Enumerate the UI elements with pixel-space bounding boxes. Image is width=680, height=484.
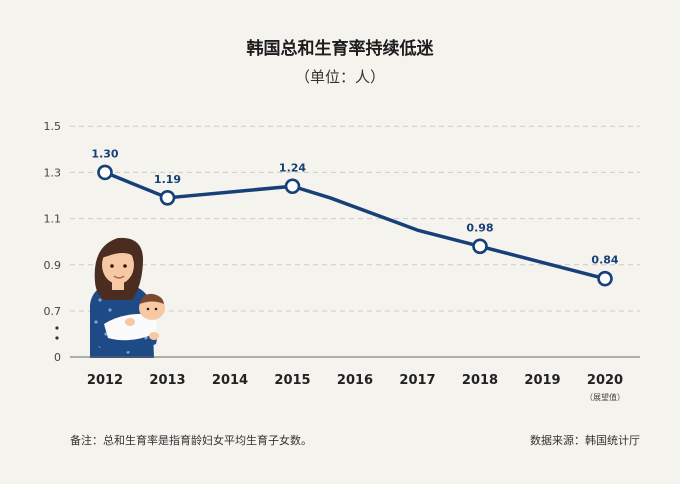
- chart-subtitle: （单位：人）: [294, 68, 385, 86]
- data-label: 0.98: [466, 221, 493, 234]
- data-point: [159, 190, 176, 206]
- y-tick-label: 1.3: [44, 166, 62, 179]
- y-tick-label: 0.7: [44, 305, 62, 318]
- footnote: 备注：总和生育率是指育龄妇女平均生育子女数。: [70, 434, 312, 447]
- axis-break-dot: [55, 326, 59, 330]
- data-point: [284, 178, 301, 195]
- series-line: [103, 170, 607, 281]
- data-point: [97, 164, 113, 181]
- data-point-markers: [97, 164, 613, 287]
- x-tick-label: 2017: [399, 373, 435, 388]
- mother-baby-illustration: [90, 237, 165, 358]
- x-tick-label: 2015: [274, 373, 310, 388]
- x-tick-label: 2020: [587, 373, 623, 388]
- data-labels: 1.30 1.19 1.24 0.98 0.84: [91, 147, 618, 266]
- y-tick-label: 0: [54, 351, 61, 364]
- y-tick-label: 1.5: [44, 120, 62, 133]
- data-label: 1.24: [279, 161, 306, 174]
- gridlines: [70, 125, 640, 312]
- x-axis-ticks: 2012 2013 2014 2015 2016 2017 2018 2019 2020 （展望值…: [87, 373, 625, 402]
- x-tick-label: 2018: [462, 373, 498, 388]
- x-tick-label: 2013: [149, 373, 185, 388]
- data-point: [597, 270, 613, 287]
- data-label: 1.19: [154, 173, 181, 186]
- axis-break-dot: [55, 336, 59, 340]
- y-tick-label: 1.1: [44, 213, 62, 226]
- x-tick-note: （展望值）: [585, 392, 625, 402]
- x-tick-label: 2019: [524, 373, 560, 388]
- chart-title: 韩国总和生育率持续低迷: [246, 39, 434, 59]
- x-tick-label: 2012: [87, 373, 123, 388]
- data-point: [472, 238, 488, 255]
- x-tick-label: 2014: [212, 373, 248, 388]
- axis-break-marker: [55, 326, 59, 340]
- data-label: 1.30: [91, 147, 118, 160]
- source-note: 数据来源：韩国统计厅: [530, 434, 640, 447]
- data-label: 0.84: [591, 254, 618, 267]
- x-tick-label: 2016: [337, 373, 373, 388]
- y-axis-ticks: 0 0.7 0.9 1.1 1.3 1.5: [44, 120, 62, 364]
- y-tick-label: 0.9: [44, 259, 62, 272]
